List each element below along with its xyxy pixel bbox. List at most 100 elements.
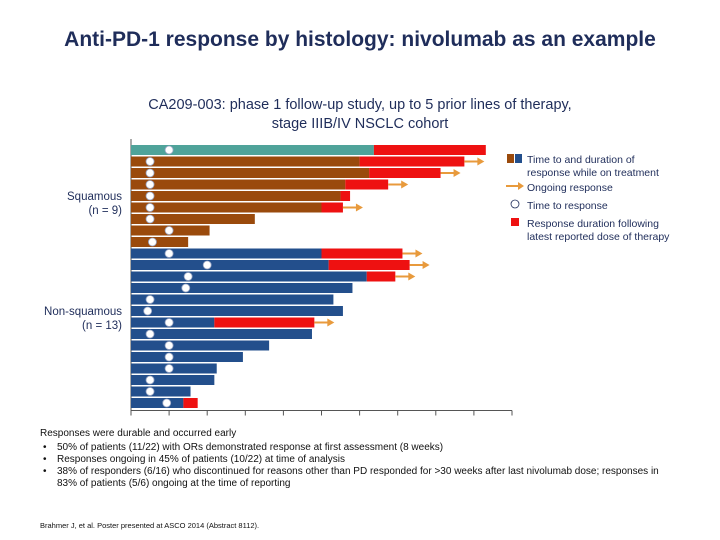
after-dose-bar — [345, 179, 389, 190]
treatment-bar — [131, 375, 215, 385]
response-marker — [145, 214, 155, 224]
treatment-bar — [131, 294, 334, 305]
response-marker — [164, 364, 174, 373]
x-tick-label: 112 — [389, 419, 407, 421]
treatment-bar — [131, 237, 189, 247]
legend-label: Response duration following — [527, 218, 659, 230]
legend-label: Time to response — [527, 200, 608, 212]
response-marker — [145, 157, 155, 166]
response-marker — [164, 145, 174, 155]
ongoing-arrow-head — [422, 261, 430, 269]
swimmer-chart: 0163248648096112128144160Time , weeksSqu… — [44, 139, 670, 421]
x-tick-label: 64 — [277, 419, 289, 421]
slide-title: Anti-PD-1 response by histology: nivolum… — [64, 28, 656, 51]
legend-swatch-nonsquamous — [515, 154, 522, 163]
group-label-line1: Squamous — [67, 191, 122, 203]
notes-lead: Responses were durable and occurred earl… — [40, 428, 237, 439]
after-dose-bar — [359, 156, 465, 167]
ongoing-arrow-head — [415, 249, 423, 258]
legend-arrow-head — [518, 182, 524, 190]
response-marker — [145, 168, 155, 178]
treatment-bar — [131, 386, 191, 397]
x-tick-label: 80 — [315, 419, 327, 421]
response-marker — [164, 249, 174, 258]
notes-bullet-2: Responses ongoing in 45% of patients (10… — [40, 454, 680, 466]
response-marker — [202, 260, 212, 270]
after-dose-bar — [214, 317, 315, 328]
slide-subtitle: CA209-003: phase 1 follow-up study, up t… — [60, 96, 660, 134]
legend-response-marker — [510, 199, 520, 209]
response-marker — [145, 191, 155, 201]
response-marker — [164, 226, 174, 235]
x-tick-label: 32 — [201, 419, 213, 421]
treatment-bar — [131, 352, 243, 362]
treatment-bar — [131, 271, 367, 282]
subtitle-line-1: CA209-003: phase 1 follow-up study, up t… — [148, 97, 572, 113]
x-tick-label: 144 — [465, 419, 483, 421]
after-dose-bar — [321, 248, 403, 259]
response-marker — [145, 375, 155, 385]
response-marker — [181, 283, 191, 293]
ongoing-arrow-head — [355, 203, 363, 212]
ongoing-arrow-head — [408, 272, 416, 281]
after-dose-bar — [328, 260, 410, 270]
treatment-bar — [131, 168, 370, 178]
after-dose-bar — [373, 145, 486, 155]
treatment-bar — [131, 248, 322, 259]
response-marker — [145, 203, 155, 212]
response-marker — [183, 272, 193, 281]
notes-block: Responses were durable and occurred earl… — [40, 428, 680, 490]
legend-label: Ongoing response — [527, 182, 613, 194]
legend-swatch-squamous — [507, 154, 514, 163]
treatment-bar — [131, 179, 346, 190]
treatment-bar — [131, 214, 255, 224]
treatment-bar — [131, 329, 312, 339]
response-marker — [145, 180, 155, 189]
after-dose-bar — [321, 202, 343, 213]
subtitle-line-2: stage IIIB/IV NSCLC cohort — [271, 116, 449, 132]
response-marker — [162, 398, 172, 408]
group-label-line2: (n = 9) — [88, 205, 122, 217]
legend-swatch-after-dose — [511, 218, 519, 226]
legend-label: response while on treatment — [527, 167, 659, 179]
ongoing-arrow-head — [477, 157, 485, 166]
reference-note: Brahmer J, et al. Poster presented at AS… — [40, 521, 260, 530]
treatment-bar — [131, 340, 270, 351]
response-marker — [164, 352, 174, 362]
response-marker — [164, 318, 174, 327]
after-dose-bar — [369, 168, 441, 178]
after-dose-bar — [366, 271, 396, 282]
response-marker — [145, 329, 155, 339]
group-label-line1: Non-squamous — [44, 306, 122, 318]
response-marker — [145, 387, 155, 396]
treatment-bar — [131, 283, 353, 293]
x-tick-label: 128 — [427, 419, 445, 421]
ongoing-arrow-head — [327, 318, 335, 327]
notes-bullet-3: 38% of responders (6/16) who discontinue… — [40, 466, 680, 490]
treatment-bar — [131, 156, 360, 167]
legend-label: Time to and duration of — [527, 154, 635, 166]
x-tick-label: 48 — [239, 419, 251, 421]
legend-label: latest reported dose of therapy — [527, 231, 670, 243]
x-tick-label: 0 — [128, 419, 134, 421]
ongoing-arrow-head — [453, 169, 461, 177]
ongoing-arrow-head — [401, 180, 409, 189]
response-marker — [148, 237, 157, 247]
x-tick-label: 96 — [353, 419, 365, 421]
treatment-bar — [131, 363, 217, 374]
group-label-line2: (n = 13) — [82, 320, 122, 332]
notes-list: 50% of patients (11/22) with ORs demonst… — [40, 442, 680, 490]
after-dose-bar — [183, 398, 198, 408]
treatment-bar — [131, 306, 343, 316]
treatment-bar — [131, 398, 184, 408]
treatment-bar — [131, 145, 374, 155]
treatment-bar — [131, 191, 341, 201]
response-marker — [164, 341, 174, 350]
x-tick-label: 16 — [163, 419, 175, 421]
response-marker — [143, 306, 153, 316]
treatment-bar — [131, 260, 329, 270]
notes-bullet-1: 50% of patients (11/22) with ORs demonst… — [40, 442, 680, 454]
after-dose-bar — [340, 191, 351, 201]
response-marker — [145, 295, 155, 304]
treatment-bar — [131, 202, 322, 213]
